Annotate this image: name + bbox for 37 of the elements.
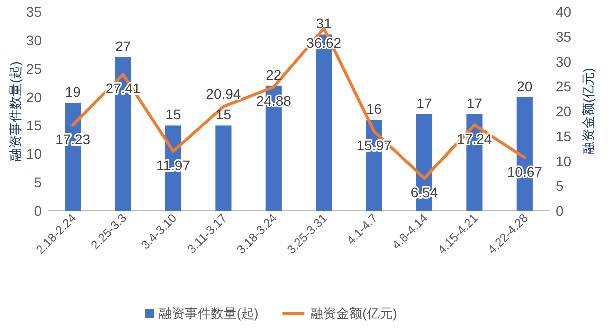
y-axis-title: 融资事件数量(起) <box>8 62 23 162</box>
y-tick-label: 0 <box>34 203 42 219</box>
y2-tick-label: 25 <box>556 78 572 95</box>
y2-tick-label: 15 <box>556 128 572 144</box>
data-label: 27.41 <box>106 80 142 97</box>
data-label: 17 <box>466 95 483 112</box>
data-label: 20 <box>517 78 533 94</box>
data-label: 16 <box>366 101 382 118</box>
bar <box>216 126 232 211</box>
data-label: 20.94 <box>206 86 242 102</box>
data-label: 15 <box>166 106 182 123</box>
y-tick-label: 15 <box>26 118 42 134</box>
data-label: 31 <box>316 16 332 32</box>
y2-tick-label: 20 <box>556 104 572 120</box>
y2-axis-title: 融资金额(亿元) <box>581 68 596 155</box>
y-tick-label: 20 <box>26 89 42 106</box>
y2-tick-label: 40 <box>556 4 572 20</box>
data-label: 17.24 <box>457 131 492 148</box>
y2-tick-label: 10 <box>556 153 572 170</box>
y-tick-label: 35 <box>26 4 42 20</box>
data-label: 15.97 <box>356 138 392 154</box>
data-label: 27 <box>116 38 132 54</box>
data-label: 15 <box>216 106 232 123</box>
legend-label: 融资事件数量(起) <box>159 306 259 321</box>
y-tick-label: 10 <box>26 146 42 162</box>
data-label: 36.62 <box>306 34 342 51</box>
y-tick-label: 30 <box>26 32 42 48</box>
y2-tick-label: 5 <box>556 178 564 194</box>
y2-tick-label: 0 <box>556 203 564 219</box>
y2-tick-label: 30 <box>556 54 572 70</box>
legend-label: 融资金额(亿元) <box>310 306 398 321</box>
y-tick-label: 5 <box>34 174 42 191</box>
data-label: 17 <box>416 95 432 112</box>
y2-tick-label: 35 <box>556 28 572 45</box>
data-label: 22 <box>266 66 282 83</box>
y-tick-label: 25 <box>26 60 42 77</box>
data-label: 19 <box>65 84 82 100</box>
